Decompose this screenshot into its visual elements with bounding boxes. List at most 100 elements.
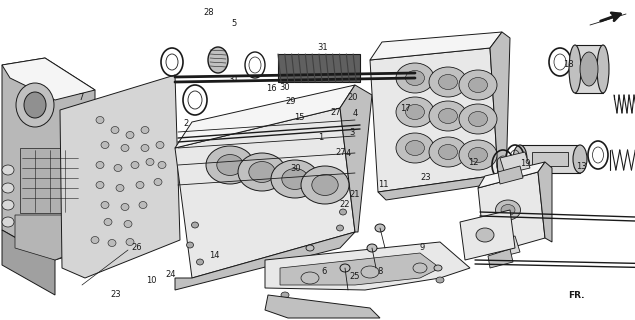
Ellipse shape [396, 97, 434, 127]
Ellipse shape [396, 133, 434, 163]
Polygon shape [500, 152, 530, 174]
Polygon shape [175, 232, 355, 290]
Text: 6: 6 [321, 268, 326, 276]
Text: 28: 28 [203, 8, 213, 17]
Ellipse shape [154, 179, 162, 186]
Ellipse shape [114, 164, 122, 172]
Polygon shape [538, 162, 552, 242]
Ellipse shape [238, 153, 286, 191]
Ellipse shape [2, 200, 14, 210]
Polygon shape [60, 75, 180, 278]
Ellipse shape [301, 272, 319, 284]
Text: 25: 25 [349, 272, 359, 281]
Ellipse shape [116, 185, 124, 191]
Polygon shape [370, 48, 498, 192]
Ellipse shape [569, 45, 581, 93]
Ellipse shape [501, 204, 515, 215]
Ellipse shape [126, 132, 134, 139]
Ellipse shape [429, 101, 467, 131]
Ellipse shape [206, 146, 254, 184]
Polygon shape [280, 253, 440, 285]
Ellipse shape [439, 145, 457, 159]
Ellipse shape [108, 239, 116, 246]
Ellipse shape [573, 145, 587, 173]
Ellipse shape [121, 204, 129, 211]
Ellipse shape [406, 70, 425, 85]
Text: 14: 14 [210, 252, 220, 260]
Polygon shape [2, 230, 55, 295]
Text: 23: 23 [420, 173, 431, 182]
Ellipse shape [101, 202, 109, 209]
Ellipse shape [434, 265, 442, 271]
Polygon shape [15, 215, 85, 260]
Ellipse shape [141, 126, 149, 133]
Ellipse shape [439, 75, 457, 90]
Ellipse shape [158, 162, 166, 169]
Text: 27: 27 [336, 148, 346, 156]
Ellipse shape [146, 158, 154, 165]
Polygon shape [490, 32, 510, 182]
Ellipse shape [459, 140, 497, 170]
Ellipse shape [104, 219, 112, 226]
Text: 4: 4 [353, 109, 358, 118]
Polygon shape [378, 175, 506, 200]
Polygon shape [175, 108, 355, 278]
Text: 29: 29 [286, 97, 296, 106]
Text: 11: 11 [378, 180, 388, 188]
Text: 5: 5 [231, 19, 236, 28]
Polygon shape [478, 162, 545, 188]
Ellipse shape [476, 228, 494, 242]
Ellipse shape [192, 222, 199, 228]
Ellipse shape [469, 111, 488, 126]
Ellipse shape [340, 264, 350, 272]
Text: 3: 3 [350, 128, 355, 137]
Polygon shape [340, 85, 372, 232]
Ellipse shape [101, 141, 109, 148]
Ellipse shape [96, 116, 104, 124]
Ellipse shape [126, 238, 134, 245]
Ellipse shape [24, 92, 46, 118]
Ellipse shape [91, 236, 99, 244]
Polygon shape [460, 210, 515, 260]
Ellipse shape [361, 266, 379, 278]
Ellipse shape [312, 174, 338, 196]
Polygon shape [488, 249, 513, 268]
Ellipse shape [282, 169, 308, 189]
Ellipse shape [459, 70, 497, 100]
Ellipse shape [271, 160, 319, 198]
Text: 26: 26 [131, 243, 142, 252]
Text: 27: 27 [330, 108, 340, 117]
Text: 1: 1 [318, 133, 323, 142]
Polygon shape [492, 236, 520, 258]
Ellipse shape [2, 217, 14, 227]
Text: 31: 31 [229, 75, 239, 84]
Text: FR.: FR. [568, 291, 585, 300]
Text: 13: 13 [576, 162, 586, 171]
Polygon shape [175, 85, 355, 148]
Text: 2: 2 [184, 119, 189, 128]
Ellipse shape [396, 63, 434, 93]
Ellipse shape [597, 45, 609, 93]
Bar [20, 148, 80, 213]
Ellipse shape [208, 47, 228, 73]
Text: 18: 18 [563, 60, 573, 69]
Ellipse shape [429, 137, 467, 167]
Ellipse shape [459, 104, 497, 134]
Ellipse shape [136, 181, 144, 188]
Ellipse shape [375, 224, 385, 232]
Ellipse shape [249, 162, 275, 182]
Text: 15: 15 [295, 113, 305, 122]
Text: 16: 16 [267, 84, 277, 93]
Ellipse shape [121, 145, 129, 151]
Text: 20: 20 [347, 93, 358, 102]
Text: 7: 7 [79, 93, 84, 102]
Ellipse shape [217, 155, 243, 175]
Text: 9: 9 [419, 243, 424, 252]
Ellipse shape [367, 244, 377, 252]
Bar [278, 54, 360, 82]
FancyArrowPatch shape [601, 12, 622, 21]
Text: 10: 10 [146, 276, 156, 285]
Ellipse shape [306, 245, 314, 251]
Ellipse shape [580, 52, 598, 86]
Ellipse shape [16, 83, 54, 127]
